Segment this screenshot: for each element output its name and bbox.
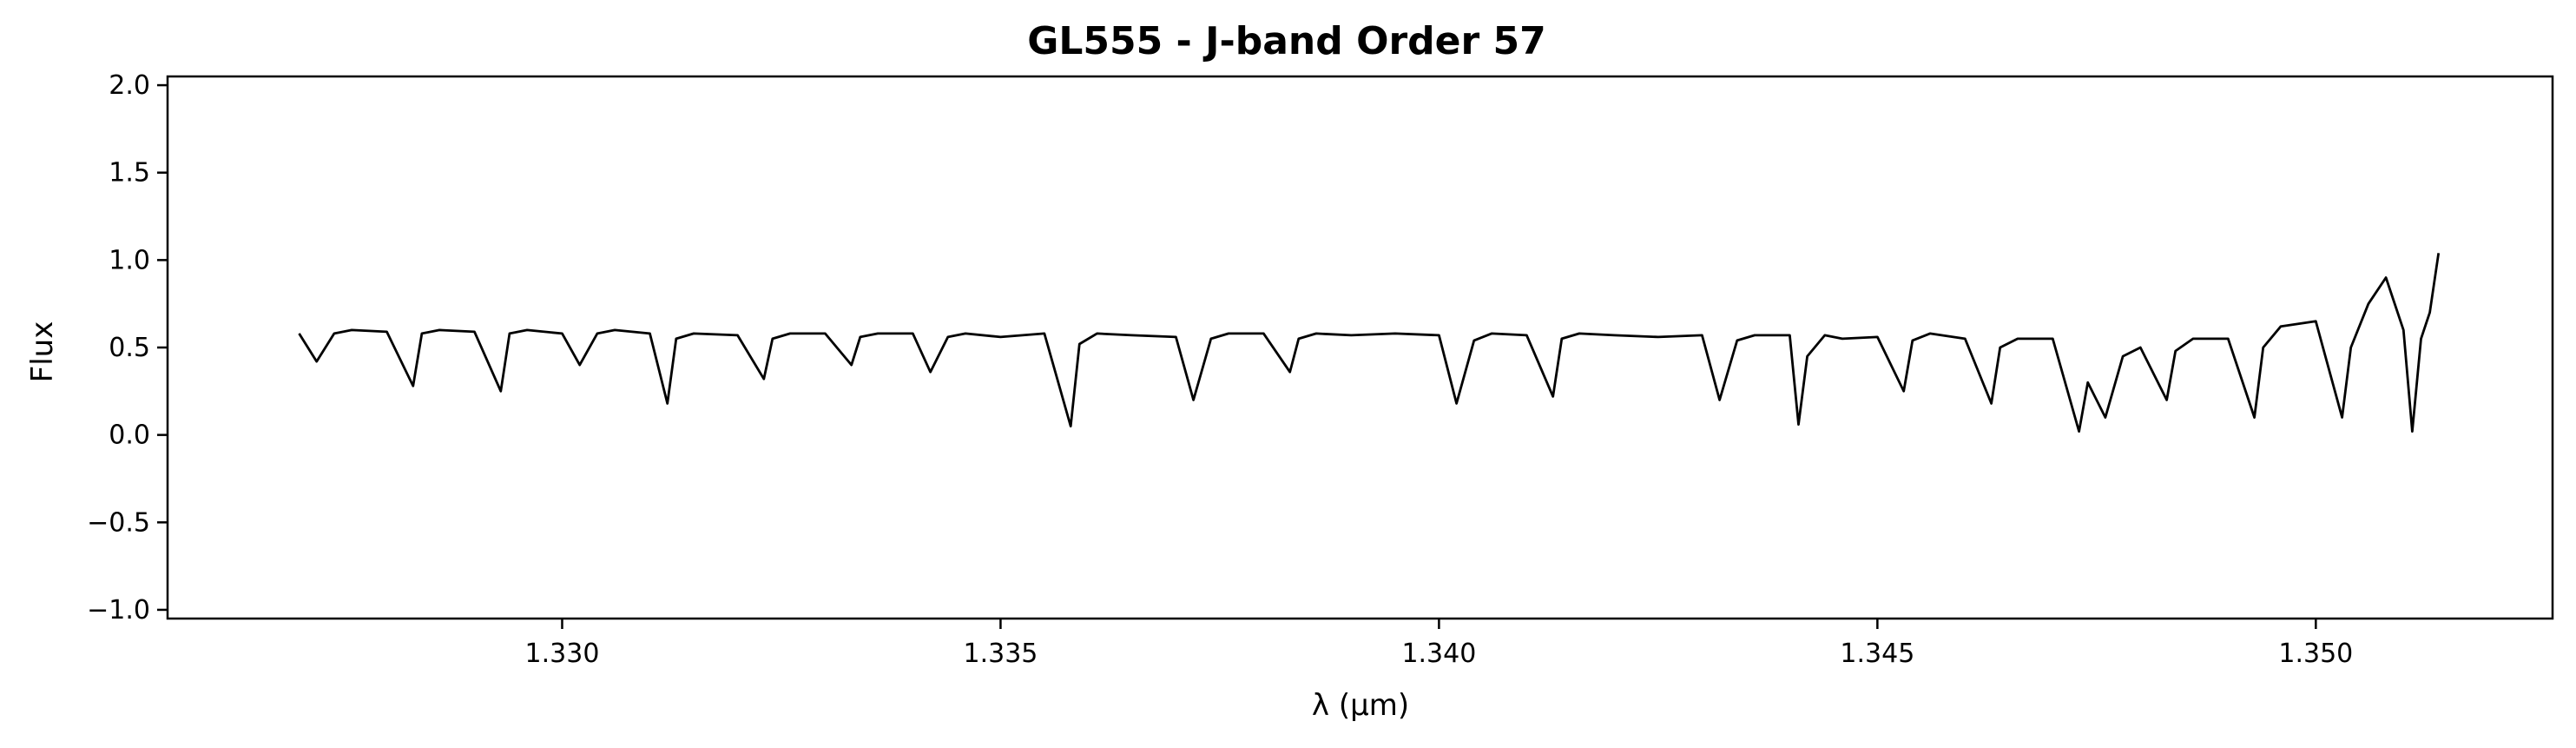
y-tick-label: 1.5	[109, 158, 150, 189]
axes: 1.330 1.335 1.340 1.345 1.350 −1.0 −0.5 0.0 0.5 1…	[87, 70, 2554, 669]
y-tick-label: 2.0	[109, 70, 150, 101]
x-tick-label: 1.350	[2278, 639, 2353, 669]
spectrum-line	[298, 253, 2441, 434]
plot-area	[298, 253, 2441, 434]
x-tick-label: 1.345	[1840, 639, 1914, 669]
y-tick-label: 1.0	[109, 245, 150, 275]
y-tick-label: 0.5	[109, 333, 150, 363]
chart-title: GL555 - J-band Order 57	[1027, 19, 1546, 63]
plot-frame	[166, 75, 2554, 620]
x-tick-label: 1.330	[525, 639, 600, 669]
x-axis-label: λ (μm)	[1312, 688, 1409, 723]
y-tick-label: −0.5	[87, 507, 150, 538]
x-tick-label: 1.335	[963, 639, 1038, 669]
y-tick-label: −1.0	[87, 595, 150, 626]
y-tick-label: 0.0	[109, 420, 150, 451]
x-tick-label: 1.340	[1401, 639, 1476, 669]
y-axis-label: Flux	[25, 321, 60, 383]
